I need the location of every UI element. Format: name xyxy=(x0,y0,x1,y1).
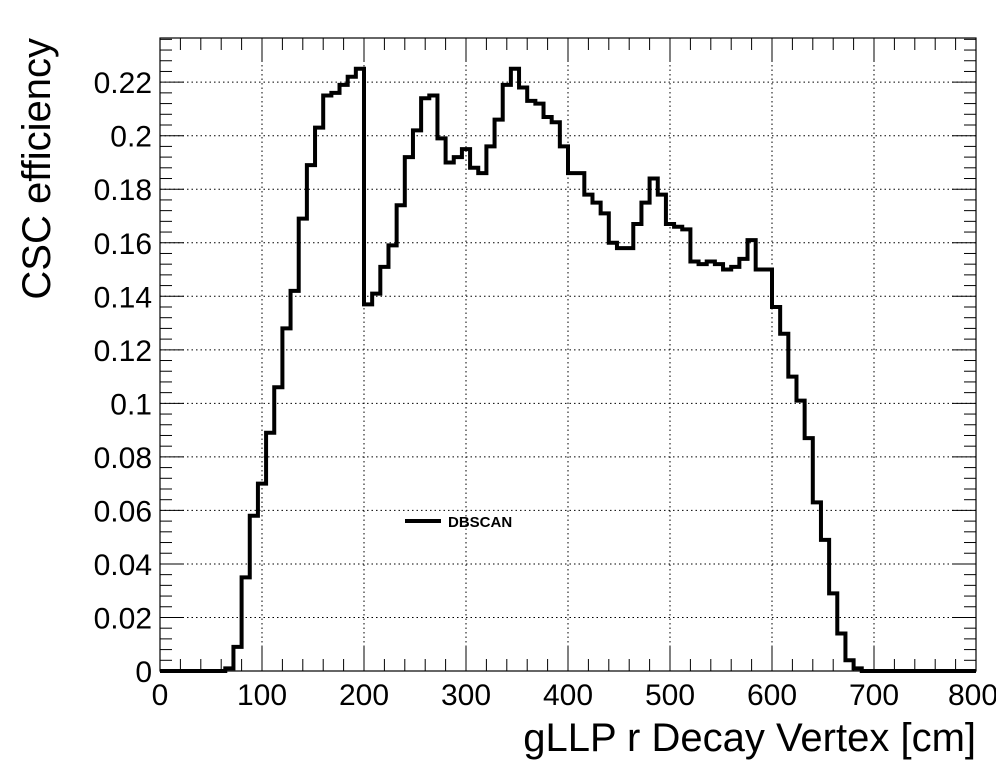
x-tick-label: 700 xyxy=(849,679,899,712)
x-tick-labels: 0 100 200 300 400 500 600 700 800 xyxy=(152,679,996,712)
x-tick-label: 0 xyxy=(152,679,169,712)
y-tick-label: 0 xyxy=(135,656,152,689)
y-tick-label: 0.1 xyxy=(110,388,152,421)
y-tick-label: 0.02 xyxy=(94,602,152,635)
x-axis-title: gLLP r Decay Vertex [cm] xyxy=(523,716,976,760)
y-tick-label: 0.12 xyxy=(94,335,152,368)
x-tick-label: 500 xyxy=(645,679,695,712)
series-layer xyxy=(160,66,976,673)
series-line-dbscan xyxy=(160,66,976,673)
y-tick-label: 0.04 xyxy=(94,549,152,582)
y-tick-label: 0.22 xyxy=(94,67,152,100)
y-tick-label: 0.14 xyxy=(94,281,152,314)
x-tick-label: 200 xyxy=(339,679,389,712)
y-tick-label: 0.08 xyxy=(94,442,152,475)
y-tick-label: 0.2 xyxy=(110,121,152,154)
x-tick-label: 800 xyxy=(948,679,996,712)
x-tick-label: 100 xyxy=(237,679,287,712)
grid-lines xyxy=(160,38,976,671)
x-tick-label: 300 xyxy=(441,679,491,712)
axis-ticks xyxy=(159,38,977,672)
legend-label-dbscan: DBSCAN xyxy=(448,514,512,531)
y-tick-label: 0.18 xyxy=(94,174,152,207)
x-tick-label: 600 xyxy=(747,679,797,712)
y-tick-labels: 0 0.02 0.04 0.06 0.08 0.1 0.12 0.14 0.16 0.18 0.2 0… xyxy=(94,67,152,689)
y-tick-label: 0.16 xyxy=(94,228,152,261)
legend: DBSCAN xyxy=(405,514,512,531)
y-tick-label: 0.06 xyxy=(94,495,152,528)
y-axis-title: CSC efficiency xyxy=(15,38,59,300)
x-tick-label: 400 xyxy=(543,679,593,712)
